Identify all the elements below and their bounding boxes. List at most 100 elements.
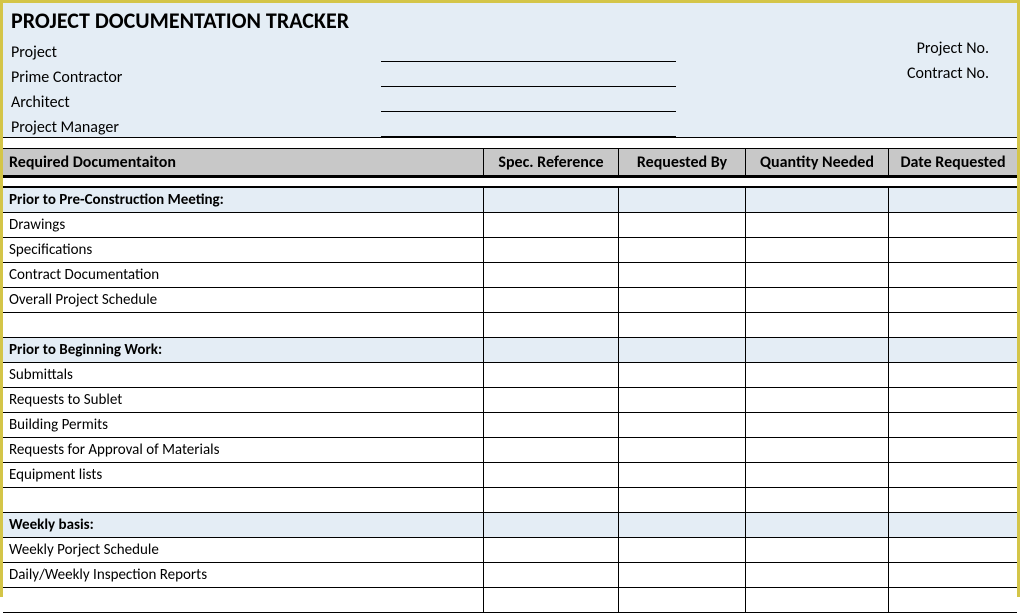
cell-req[interactable] (619, 263, 746, 288)
table-row-blank (3, 313, 1017, 338)
cell-doc: Prior to Beginning Work: (3, 338, 484, 363)
cell-req[interactable] (619, 563, 746, 588)
cell-req[interactable] (619, 288, 746, 313)
cell-date[interactable] (889, 388, 1017, 413)
manager-input-line[interactable] (381, 119, 676, 137)
cell-req[interactable] (619, 463, 746, 488)
cell-date[interactable] (889, 188, 1017, 213)
cell-qty[interactable] (746, 538, 889, 563)
cell-spec[interactable] (484, 263, 619, 288)
cell-qty[interactable] (746, 363, 889, 388)
cell-qty[interactable] (746, 213, 889, 238)
col-header-date: Date Requested (889, 149, 1017, 175)
table-row-item: Requests to Sublet (3, 388, 1017, 413)
cell-spec[interactable] (484, 288, 619, 313)
col-header-quantity: Quantity Needed (746, 149, 889, 175)
cell-spec[interactable] (484, 563, 619, 588)
cell-spec[interactable] (484, 438, 619, 463)
table-row-section-header: Weekly basis: (3, 513, 1017, 538)
cell-qty[interactable] (746, 338, 889, 363)
spacer (3, 138, 1017, 148)
cell-date[interactable] (889, 513, 1017, 538)
cell-req[interactable] (619, 388, 746, 413)
cell-qty[interactable] (746, 388, 889, 413)
cell-date[interactable] (889, 488, 1017, 513)
cell-qty[interactable] (746, 238, 889, 263)
cell-date[interactable] (889, 413, 1017, 438)
table-row-item: Daily/Weekly Inspection Reports (3, 563, 1017, 588)
cell-date[interactable] (889, 338, 1017, 363)
document-title: PROJECT DOCUMENTATION TRACKER (11, 7, 1009, 34)
cell-qty[interactable] (746, 188, 889, 213)
cell-qty[interactable] (746, 288, 889, 313)
cell-req[interactable] (619, 438, 746, 463)
cell-req[interactable] (619, 413, 746, 438)
cell-spec[interactable] (484, 538, 619, 563)
cell-req[interactable] (619, 313, 746, 338)
cell-req[interactable] (619, 538, 746, 563)
cell-qty[interactable] (746, 513, 889, 538)
cell-date[interactable] (889, 238, 1017, 263)
cell-spec[interactable] (484, 213, 619, 238)
cell-date[interactable] (889, 288, 1017, 313)
cell-spec[interactable] (484, 338, 619, 363)
table-row-item: Equipment lists (3, 463, 1017, 488)
cell-req[interactable] (619, 188, 746, 213)
cell-qty[interactable] (746, 438, 889, 463)
cell-doc (3, 588, 484, 613)
cell-date[interactable] (889, 213, 1017, 238)
cell-date[interactable] (889, 588, 1017, 613)
cell-qty[interactable] (746, 313, 889, 338)
cell-spec[interactable] (484, 188, 619, 213)
cell-spec[interactable] (484, 588, 619, 613)
cell-doc: Weekly basis: (3, 513, 484, 538)
cell-qty[interactable] (746, 263, 889, 288)
cell-qty[interactable] (746, 463, 889, 488)
cell-date[interactable] (889, 438, 1017, 463)
cell-date[interactable] (889, 263, 1017, 288)
cell-date[interactable] (889, 563, 1017, 588)
cell-date[interactable] (889, 538, 1017, 563)
cell-date[interactable] (889, 463, 1017, 488)
cell-doc: Equipment lists (3, 463, 484, 488)
cell-spec[interactable] (484, 238, 619, 263)
contractor-label: Prime Contractor (11, 68, 381, 87)
cell-date[interactable] (889, 363, 1017, 388)
cell-spec[interactable] (484, 363, 619, 388)
architect-input-line[interactable] (381, 94, 676, 112)
cell-doc: Building Permits (3, 413, 484, 438)
cell-doc: Contract Documentation (3, 263, 484, 288)
cell-req[interactable] (619, 338, 746, 363)
header-section: PROJECT DOCUMENTATION TRACKER Project Pr… (3, 3, 1017, 138)
cell-doc: Weekly Porject Schedule (3, 538, 484, 563)
contract-no-label: Contract No. (907, 64, 989, 83)
cell-spec[interactable] (484, 388, 619, 413)
cell-spec[interactable] (484, 413, 619, 438)
table-row-item: Weekly Porject Schedule (3, 538, 1017, 563)
cell-req[interactable] (619, 238, 746, 263)
cell-qty[interactable] (746, 488, 889, 513)
cell-qty[interactable] (746, 588, 889, 613)
cell-req[interactable] (619, 513, 746, 538)
thick-separator (3, 176, 1017, 188)
cell-req[interactable] (619, 363, 746, 388)
header-row-manager: Project Manager (11, 115, 1009, 137)
cell-date[interactable] (889, 313, 1017, 338)
cell-qty[interactable] (746, 413, 889, 438)
table-row-item: Contract Documentation (3, 263, 1017, 288)
cell-spec[interactable] (484, 313, 619, 338)
cell-qty[interactable] (746, 563, 889, 588)
cell-spec[interactable] (484, 488, 619, 513)
project-input-line[interactable] (381, 44, 676, 62)
cell-req[interactable] (619, 213, 746, 238)
cell-req[interactable] (619, 488, 746, 513)
table-row-section-header: Prior to Beginning Work: (3, 338, 1017, 363)
col-header-doc: Required Documentaiton (3, 149, 484, 175)
contractor-input-line[interactable] (381, 69, 676, 87)
cell-spec[interactable] (484, 513, 619, 538)
header-row-architect: Architect (11, 90, 1009, 112)
cell-req[interactable] (619, 588, 746, 613)
architect-label: Architect (11, 93, 381, 112)
cell-doc: Overall Project Schedule (3, 288, 484, 313)
cell-spec[interactable] (484, 463, 619, 488)
